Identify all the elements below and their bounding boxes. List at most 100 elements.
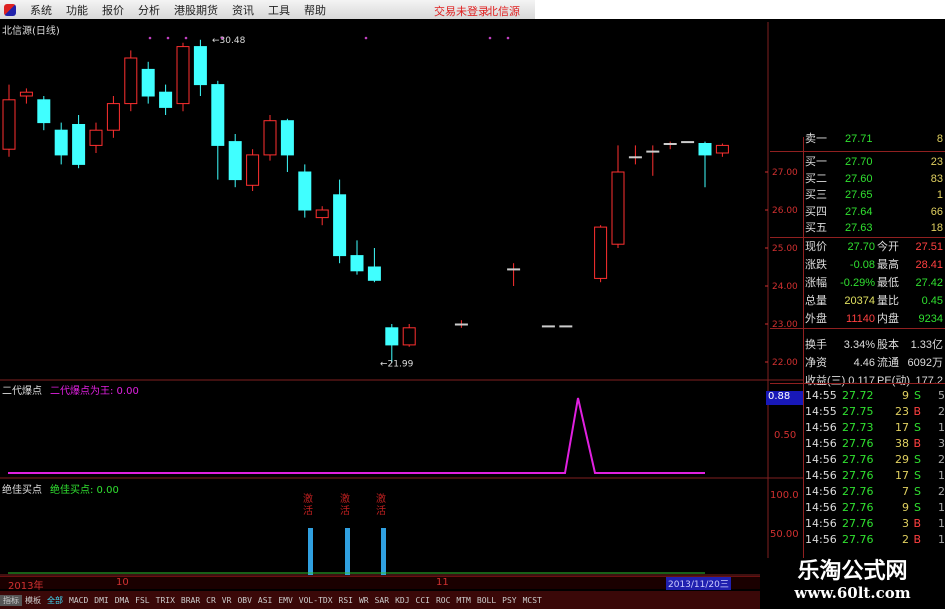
candle [681,141,695,144]
tab-全部[interactable]: 全部 [47,595,63,605]
tab-vol-tdx[interactable]: VOL-TDX [298,595,333,605]
candle [141,68,155,97]
tick-price: 27.76 [842,453,874,466]
candle [333,194,347,257]
menu-function[interactable]: 功能 [66,3,88,17]
login-status[interactable]: 交易未登录 [434,5,489,18]
menu-system[interactable]: 系统 [30,3,52,17]
stat-value: 27.42 [915,277,943,289]
tick-price: 27.75 [842,405,874,418]
menu-news[interactable]: 资讯 [232,3,254,17]
menu-hk-futures[interactable]: 港股期货 [174,3,218,17]
date-month-10: 10 [116,577,129,588]
tick-row: 14:56 27.73 17 S 1 [805,421,945,437]
tab-vr[interactable]: VR [221,595,232,605]
tab-mtm[interactable]: MTM [456,595,471,605]
stat-value: 3.34% [843,339,875,351]
candle [594,226,608,279]
tick-side: S [914,389,921,402]
bid-price: 27.70 [845,156,873,168]
stat-label: 量比 [877,295,899,307]
tick-row: 14:56 27.76 2 B 1 [805,533,945,549]
tab-fsl[interactable]: FSL [135,595,150,605]
price-axis-label: 24.00 [772,282,798,292]
tab-mcst[interactable]: MCST [522,595,542,605]
tab-trix[interactable]: TRIX [155,595,175,605]
tick-count: 2 [938,405,945,418]
bid-row: 买五 27.63 18 [805,219,945,237]
tab-brar[interactable]: BRAR [180,595,201,605]
price-axis-label: 26.00 [772,206,798,216]
candle [159,91,173,108]
tab-wr[interactable]: WR [358,595,369,605]
bid-volume: 23 [930,156,943,168]
tab-dma[interactable]: DMA [114,595,130,605]
candle [698,143,712,156]
tick-volume: 2 [902,533,909,546]
bid-row: 买三 27.65 1 [805,186,945,204]
tick-time: 14:56 [805,517,837,530]
stat-row: 净资 4.46 流通 6092万 [805,354,945,372]
tab-roc[interactable]: ROC [435,595,451,605]
bid-volume: 66 [930,205,943,218]
menu-analysis[interactable]: 分析 [138,3,160,17]
signal-label: 激活 [376,494,386,517]
tab-obv[interactable]: OBV [237,595,252,605]
date-year: 2013年 [8,581,44,592]
price-axis-label: 22.00 [772,358,798,368]
tab-模板[interactable]: 模板 [25,595,41,605]
tab-emv[interactable]: EMV [278,595,293,605]
stat-label: 内盘 [877,313,899,325]
price-axis-label: 23.00 [772,320,798,330]
stat-value: 9234 [918,313,943,325]
stat-value: 20374 [844,295,875,307]
menu-tools[interactable]: 工具 [268,3,290,17]
tick-side: S [914,485,921,498]
indicator1-value: 二代爆点为王: 0.00 [50,386,139,397]
bid-row: 买二 27.60 83 [805,170,945,188]
quote-divider [770,383,945,384]
stat-label: 涨幅 [805,277,827,289]
tab-rsi[interactable]: RSI [338,595,353,605]
tick-row: 14:55 27.75 23 B 2 [805,405,945,421]
tick-count: 2 [938,453,945,466]
signal-dot [506,36,510,40]
stat-value: 11140 [846,313,875,325]
stat-label: PE(动) [877,375,910,387]
stat-value: 0.45 [921,295,943,307]
quote-panel [803,137,945,560]
tick-volume: 3 [902,517,909,530]
menu-help[interactable]: 帮助 [304,3,326,17]
tab-kdj[interactable]: KDJ [395,595,410,605]
stat-label: 收益(三) [805,375,846,387]
bid-volume: 1 [936,189,943,201]
tab-cr[interactable]: CR [206,595,216,605]
date-cursor: 2013/11/20三 [666,577,731,590]
tick-side: S [914,421,921,434]
indicator2-name: 绝佳买点 [2,485,42,496]
tick-price: 27.76 [842,437,874,450]
stat-label: 最低 [877,277,899,289]
stat-value: 6092万 [907,357,943,369]
tab-boll[interactable]: BOLL [476,595,497,605]
tab-macd[interactable]: MACD [69,595,89,605]
stat-value: -0.29% [840,277,875,289]
price-axis-label: 25.00 [772,244,798,254]
tab-指标[interactable]: 指标 [0,594,22,606]
candle [628,156,642,159]
tab-cci[interactable]: CCI [415,595,430,605]
tab-sar[interactable]: SAR [374,595,390,605]
chart-title: 北信源(日线) [2,26,60,37]
kline-chart[interactable]: 27.00 26.00 25.00 24.00 23.00 22.00 ←30.48 ←21.… [0,19,945,590]
candle [89,129,103,146]
candle [263,120,277,156]
stat-row: 外盘 11140 内盘 9234 [805,310,945,328]
tab-dmi[interactable]: DMI [94,595,109,605]
menu-quote[interactable]: 报价 [102,3,124,17]
tab-psy[interactable]: PSY [502,595,517,605]
buy-signal-bar [308,528,313,575]
tab-asi[interactable]: ASI [257,595,273,605]
candle [367,266,381,281]
tick-count: 2 [938,485,945,498]
stat-row: 涨跌 -0.08 最高 28.41 [805,256,945,274]
